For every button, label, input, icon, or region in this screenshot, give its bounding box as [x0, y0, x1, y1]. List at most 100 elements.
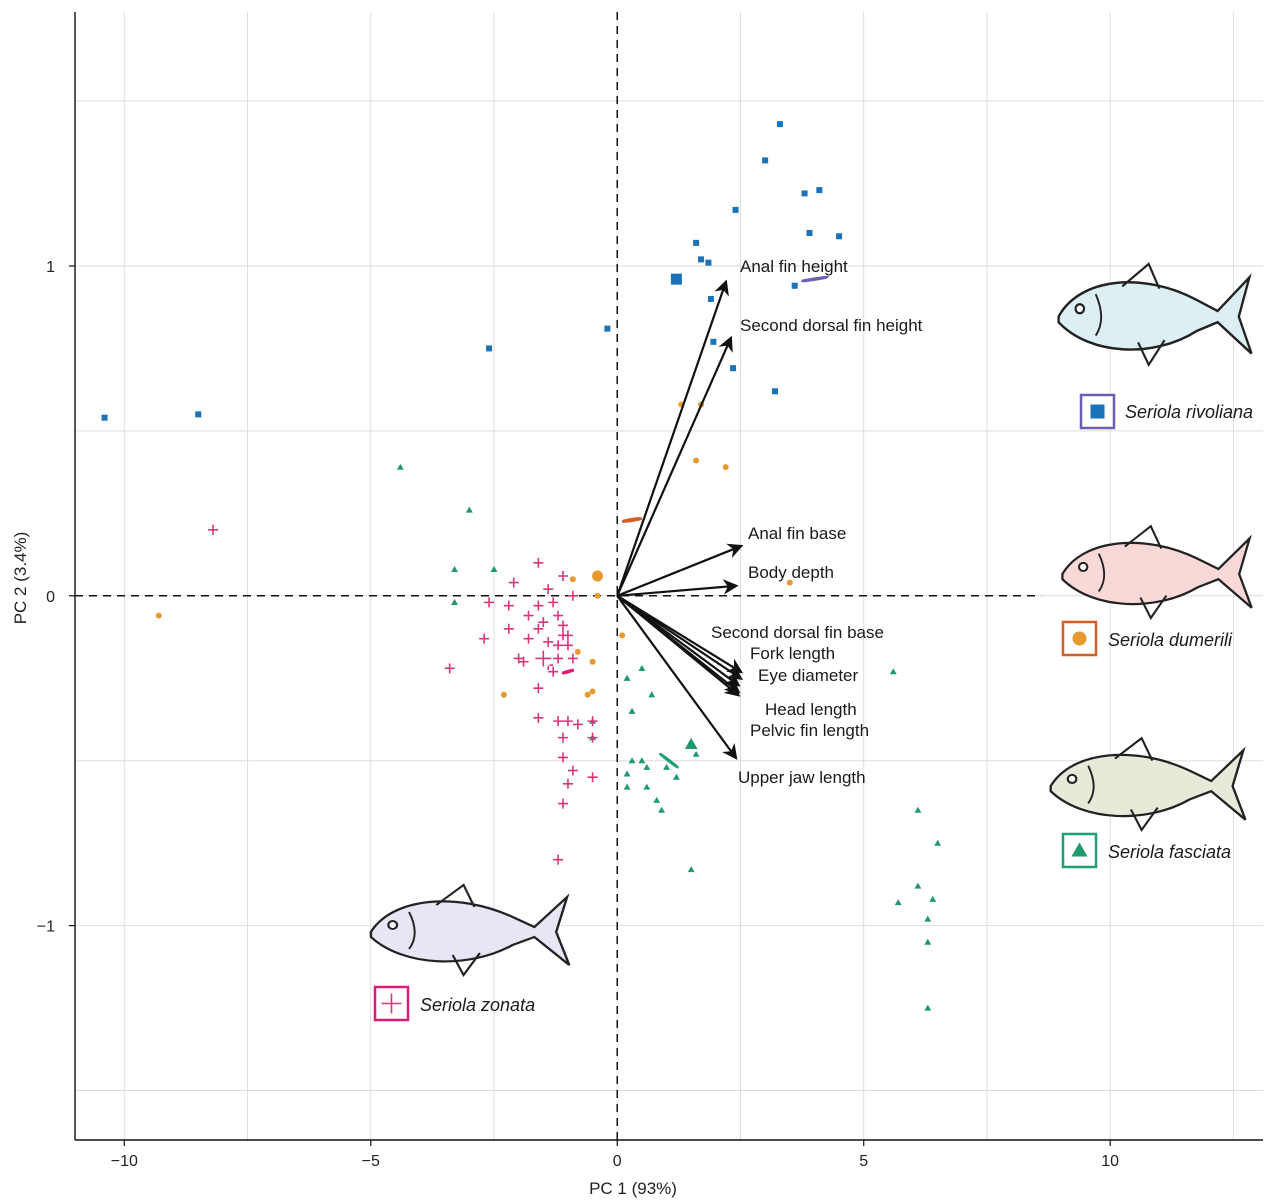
data-point: [465, 506, 473, 513]
data-point: [444, 663, 455, 674]
y-tick-label: −1: [37, 919, 55, 936]
data-point: [567, 653, 578, 664]
data-point: [628, 757, 636, 764]
seriola-zonata-fish-illustration: [369, 883, 571, 977]
fish-gill: [1097, 553, 1106, 592]
data-point: [587, 716, 598, 727]
fish-pelvic-fin: [1139, 594, 1168, 620]
loading-arrow: [617, 579, 739, 597]
data-point: [643, 763, 651, 770]
loading-arrow: [616, 335, 733, 597]
data-point: [567, 765, 578, 776]
data-point: [914, 882, 922, 889]
fish-eye: [1077, 561, 1089, 573]
loading-arrow: [616, 543, 744, 597]
loading-arrow: [616, 595, 738, 760]
data-point: [503, 600, 514, 611]
data-point: [771, 388, 778, 395]
data-point: [801, 190, 808, 197]
data-point: [562, 716, 573, 727]
data-point: [619, 632, 626, 639]
data-point: [663, 763, 670, 770]
data-point: [553, 640, 564, 651]
data-point: [589, 658, 596, 665]
data-point: [553, 653, 564, 664]
data-point: [707, 295, 714, 302]
y-axis-title: PC 2 (3.4%): [11, 532, 30, 625]
centroid-marker: [670, 273, 682, 285]
ellipse-seriola-fasciata: [659, 753, 679, 769]
data-point: [889, 668, 897, 675]
data-point: [558, 732, 569, 743]
data-point: [548, 597, 559, 608]
data-point: [623, 770, 631, 777]
loading-arrow: [616, 594, 744, 680]
centroid-marker: [684, 737, 698, 749]
data-point: [155, 612, 162, 619]
ellipse-seriola-zonata: [561, 668, 575, 675]
data-point: [604, 325, 611, 332]
seriola-fasciata-fish-illustration: [1049, 736, 1247, 832]
legend-swatch-marker: [1072, 631, 1087, 646]
fish-body: [1049, 746, 1247, 821]
legend-swatch-box: [1079, 393, 1116, 430]
data-point: [587, 732, 598, 743]
data-point: [786, 579, 793, 586]
x-tick-label: 10: [1101, 1153, 1119, 1170]
data-point: [698, 256, 705, 263]
data-point: [693, 457, 700, 464]
x-tick-label: −10: [111, 1153, 138, 1170]
data-point: [587, 772, 598, 783]
x-tick-label: 5: [859, 1153, 868, 1170]
fish-gill: [408, 911, 416, 950]
data-point: [836, 233, 843, 240]
fish-body: [1057, 273, 1253, 355]
y-tick-label: 0: [46, 589, 55, 606]
centroid-marker: [592, 570, 604, 582]
data-point: [195, 411, 202, 418]
fish-eye: [387, 920, 399, 930]
data-point: [692, 750, 700, 757]
data-point: [687, 866, 695, 873]
legend-swatch-marker: [1090, 404, 1105, 419]
data-point: [553, 610, 564, 621]
data-point: [914, 806, 922, 813]
data-point: [594, 592, 601, 599]
legend-label: Seriola rivoliana: [1125, 402, 1253, 422]
data-point: [653, 796, 661, 803]
data-point: [623, 783, 631, 790]
data-point: [451, 598, 459, 605]
loading-label: Pelvic fin length: [750, 721, 869, 740]
data-point: [548, 666, 559, 677]
fish-dorsal-fin: [435, 883, 476, 908]
data-point: [693, 239, 700, 246]
data-point: [894, 899, 902, 906]
data-point: [710, 338, 717, 345]
fish-pelvic-fin: [451, 952, 481, 977]
legend-label: Seriola fasciata: [1108, 842, 1231, 862]
legend-label: Seriola dumerili: [1108, 630, 1233, 650]
data-point: [533, 683, 544, 694]
fish-gill: [1094, 293, 1103, 337]
fish-body: [369, 893, 571, 966]
data-point: [623, 674, 631, 681]
y-tick-label: 1: [46, 259, 55, 276]
data-point: [658, 806, 666, 813]
data-point: [638, 757, 646, 764]
data-point: [533, 623, 544, 634]
fish-eye: [1066, 773, 1078, 785]
legend-label: Seriola zonata: [420, 995, 535, 1015]
data-point: [538, 617, 549, 628]
data-point: [730, 365, 737, 372]
fish-dorsal-fin: [1114, 736, 1154, 762]
data-point: [562, 630, 573, 641]
data-point: [508, 577, 519, 588]
data-point: [776, 121, 783, 128]
data-point: [732, 206, 739, 213]
loading-label: Anal fin height: [740, 257, 848, 276]
loading-arrow: [616, 594, 741, 697]
data-point: [584, 691, 591, 698]
data-point: [562, 778, 573, 789]
loading-arrow: [616, 279, 729, 597]
data-point: [484, 597, 495, 608]
